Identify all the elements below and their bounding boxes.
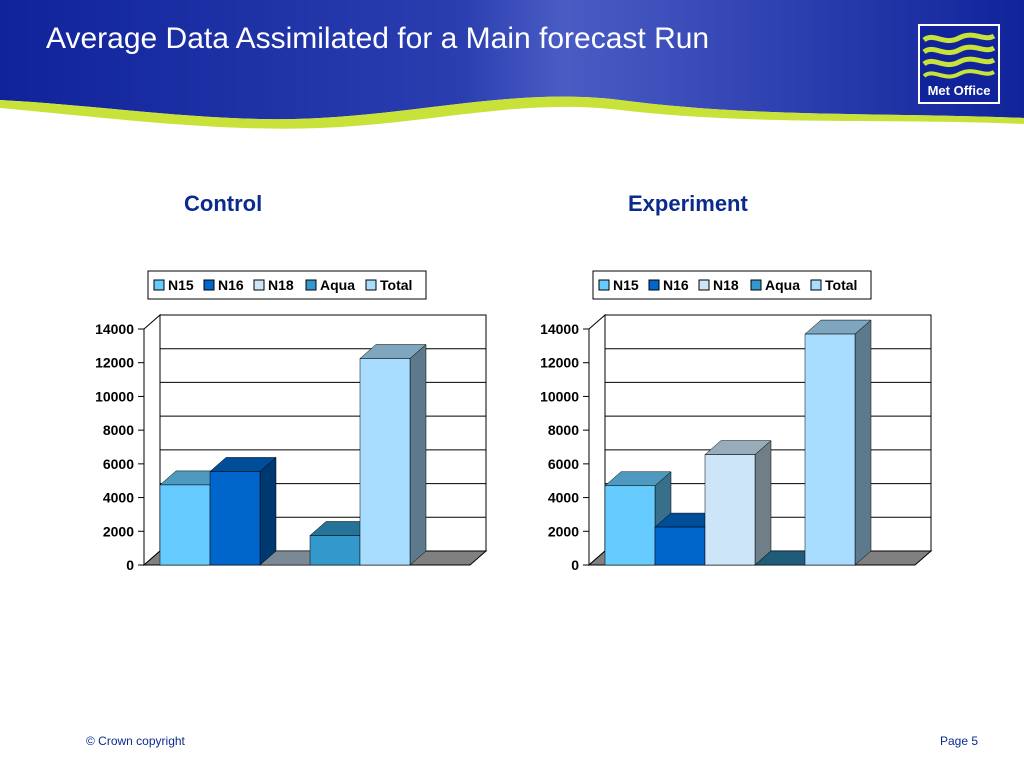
- legend-swatch-n15: [598, 279, 610, 291]
- plot-side-wall: [143, 313, 161, 567]
- legend-swatch-total: [810, 279, 822, 291]
- bar-n16: [209, 456, 277, 566]
- y-tick-label: 4000: [548, 490, 579, 506]
- legend-label-n18: N18: [268, 277, 294, 293]
- bar-front: [209, 471, 261, 566]
- y-tick-label: 8000: [103, 422, 134, 438]
- bar-side: [409, 343, 427, 566]
- y-tick-label: 10000: [540, 388, 579, 404]
- legend-box: [147, 270, 427, 300]
- bar-front: [804, 333, 856, 566]
- legend-label-n16: N16: [663, 277, 689, 293]
- bar-front: [159, 484, 211, 566]
- experiment-chart: N15 N16 N18 Aqua Total 14000 12000 10000 8000 600…: [540, 270, 933, 573]
- slide-header: Average Data Assimilated for a Main fore…: [0, 0, 1024, 140]
- y-tick-label: 0: [126, 557, 134, 573]
- bar-total: [359, 343, 427, 566]
- bar-total: [804, 319, 872, 566]
- y-tick-label: 0: [571, 557, 579, 573]
- plot-side-wall: [588, 313, 606, 567]
- bar-front: [654, 526, 706, 566]
- bar-front: [704, 454, 756, 566]
- y-tick-label: 2000: [103, 523, 134, 539]
- legend-label-n15: N15: [613, 277, 639, 293]
- met-office-logo: Met Office: [918, 24, 1000, 104]
- bar-n18: [704, 440, 772, 566]
- chart-title-experiment: Experiment: [628, 191, 748, 216]
- legend-label-n18: N18: [713, 277, 739, 293]
- legend-box: [592, 270, 872, 300]
- bar-front: [604, 485, 656, 566]
- legend-label-aqua: Aqua: [320, 277, 355, 293]
- logo-text: Met Office: [927, 83, 991, 98]
- legend-label-n15: N15: [168, 277, 194, 293]
- legend-label-aqua: Aqua: [765, 277, 800, 293]
- legend-swatch-aqua: [750, 279, 762, 291]
- y-tick-label: 6000: [103, 456, 134, 472]
- legend-swatch-aqua: [305, 279, 317, 291]
- y-tick-label: 4000: [103, 490, 134, 506]
- page-title: Average Data Assimilated for a Main fore…: [46, 22, 710, 55]
- legend-label-total: Total: [380, 277, 412, 293]
- legend-label-total: Total: [825, 277, 857, 293]
- bar-side: [854, 319, 872, 566]
- legend-swatch-n15: [153, 279, 165, 291]
- footer-page-number: Page 5: [940, 734, 979, 748]
- y-tick-label: 12000: [95, 355, 134, 371]
- waves-icon: [922, 32, 996, 79]
- chart-title-control: Control: [184, 191, 263, 216]
- legend-swatch-n16: [648, 279, 660, 291]
- bar-side: [259, 456, 277, 566]
- legend-swatch-n16: [203, 279, 215, 291]
- footer-copyright: © Crown copyright: [86, 734, 185, 748]
- legend-swatch-total: [365, 279, 377, 291]
- legend-swatch-n18: [253, 279, 265, 291]
- y-tick-label: 12000: [540, 355, 579, 371]
- legend: N15 N16 N18 Aqua Total: [147, 270, 427, 300]
- bar-front: [359, 358, 411, 566]
- control-chart: N15 N16 N18 Aqua Total 14000 12000 10000 8000 600…: [95, 270, 488, 573]
- y-tick-label: 6000: [548, 456, 579, 472]
- header-banner: [0, 0, 1024, 129]
- legend-label-n16: N16: [218, 277, 244, 293]
- y-tick-label: 8000: [548, 422, 579, 438]
- y-tick-label: 2000: [548, 523, 579, 539]
- legend: N15 N16 N18 Aqua Total: [592, 270, 872, 300]
- bar-n15: [604, 471, 672, 566]
- bar-side: [754, 440, 772, 566]
- bar-front: [309, 535, 361, 566]
- y-tick-label: 10000: [95, 388, 134, 404]
- y-tick-label: 14000: [540, 321, 579, 337]
- y-tick-label: 14000: [95, 321, 134, 337]
- legend-swatch-n18: [698, 279, 710, 291]
